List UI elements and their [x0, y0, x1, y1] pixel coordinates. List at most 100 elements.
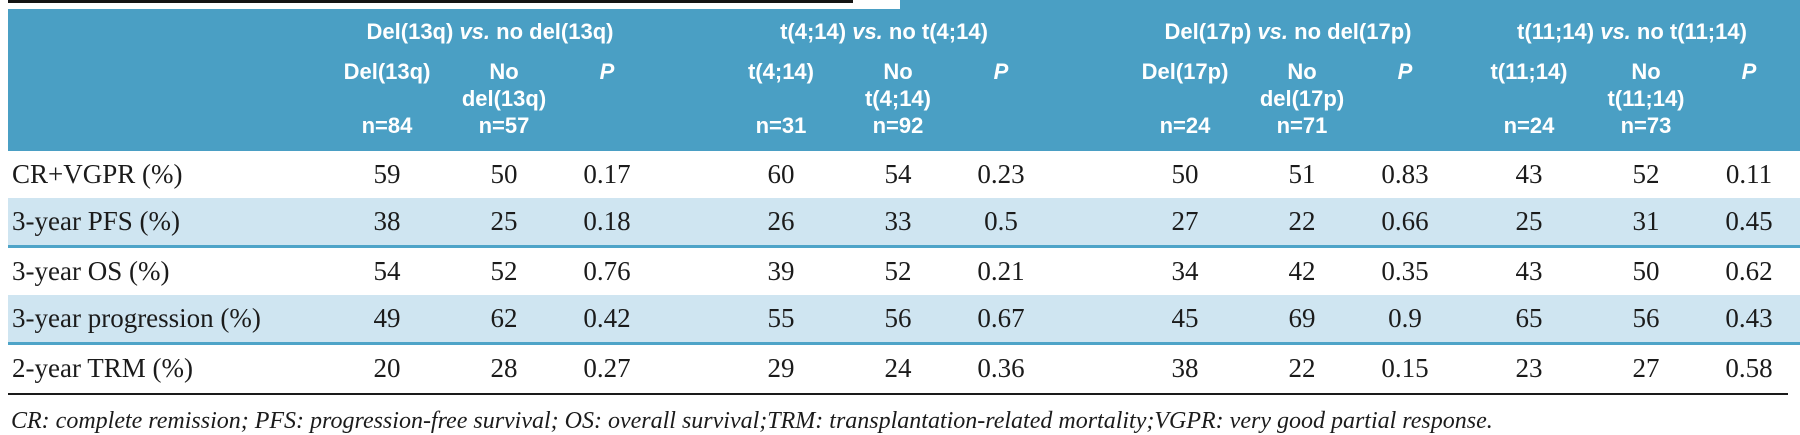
column-header-label: t(11;14): [1490, 59, 1568, 84]
column-header-label: Del(13q): [343, 59, 431, 84]
cell: 59: [373, 159, 401, 189]
column-header-no-t1114: No t(11;14) n=73: [1588, 58, 1704, 151]
cell: 27: [1171, 206, 1199, 236]
cell: 0.18: [583, 206, 631, 236]
column-header-t1114: t(11;14) n=24: [1470, 58, 1588, 151]
cell: 0.17: [583, 159, 631, 189]
bottom-rule: [8, 393, 1788, 395]
cell: 0.35: [1381, 256, 1429, 286]
table-row-2yr-trm: 2-year TRM (%) 20 28 0.27 29 24 0.36 38 …: [8, 345, 1800, 392]
cell: 60: [767, 159, 795, 189]
cell: 28: [490, 353, 518, 383]
cell: 69: [1288, 303, 1316, 333]
row-label: CR+VGPR (%): [12, 159, 183, 189]
cell: 38: [373, 206, 401, 236]
column-header-label: No: [1631, 59, 1661, 84]
header-top-fill: [900, 0, 1800, 10]
column-header-label: t(4;14): [747, 59, 814, 84]
column-header-p-t414: P: [956, 58, 1046, 151]
row-label: 3-year OS (%): [12, 256, 170, 286]
cell: 33: [884, 206, 912, 236]
cell: 0.21: [977, 256, 1025, 286]
cell: 0.76: [583, 256, 631, 286]
cell: 31: [1632, 206, 1660, 236]
column-header-label: No: [883, 59, 913, 84]
cell: 56: [884, 303, 912, 333]
column-header-label: [1126, 85, 1244, 112]
column-header-label: del(17p): [1259, 86, 1345, 111]
cell: 0.15: [1381, 353, 1429, 383]
cell: 20: [373, 353, 401, 383]
column-header-p-del17p: P: [1360, 58, 1450, 151]
group-title-vs: vs.: [459, 19, 491, 44]
cell: 34: [1171, 256, 1199, 286]
group-title-text: no del(17p): [1288, 19, 1412, 44]
column-header-p-t1114: P: [1704, 58, 1794, 151]
column-header-label: [1470, 85, 1588, 112]
column-n-count: n=24: [1503, 113, 1555, 138]
group-title-text: no t(11;14): [1630, 19, 1747, 44]
cell: 50: [1171, 159, 1199, 189]
cell: 0.42: [583, 303, 631, 333]
column-header-label: Del(17p): [1141, 59, 1229, 84]
cell: 45: [1171, 303, 1199, 333]
cell: 54: [884, 159, 912, 189]
cell: 25: [490, 206, 518, 236]
p-value-header: P: [1741, 59, 1757, 84]
cell: 65: [1515, 303, 1543, 333]
column-header-label: t(11;14): [1607, 86, 1685, 111]
column-header-label: del(13q): [461, 86, 547, 111]
column-group-title-del13q: Del(13q) vs. no del(13q): [328, 18, 652, 58]
cell: 0.66: [1381, 206, 1429, 236]
p-value-header: P: [599, 59, 615, 84]
cell: 0.27: [583, 353, 631, 383]
cell: 27: [1632, 353, 1660, 383]
row-label: 3-year progression (%): [12, 303, 261, 333]
group-title-text: no t(4;14): [882, 19, 988, 44]
column-n-count: n=71: [1276, 113, 1328, 138]
cell: 0.83: [1381, 159, 1429, 189]
column-n-count: n=24: [1159, 113, 1211, 138]
row-label: 2-year TRM (%): [12, 353, 193, 383]
cell: 50: [490, 159, 518, 189]
cell: 62: [490, 303, 518, 333]
cell: 25: [1515, 206, 1543, 236]
cell: 56: [1632, 303, 1660, 333]
p-value-header: P: [993, 59, 1009, 84]
column-group-title-t414: t(4;14) vs. no t(4;14): [722, 18, 1046, 58]
footnote: CR: complete remission; PFS: progression…: [11, 408, 1493, 434]
cell: 43: [1515, 159, 1543, 189]
column-n-count: n=92: [872, 113, 924, 138]
column-header-no-t414: No t(4;14) n=92: [840, 58, 956, 151]
column-header-no-del13q: No del(13q) n=57: [446, 58, 562, 151]
cell: 0.67: [977, 303, 1025, 333]
column-n-count: n=84: [361, 113, 413, 138]
cell: 0.43: [1725, 303, 1773, 333]
cell: 42: [1288, 256, 1316, 286]
cell: 50: [1632, 256, 1660, 286]
column-header-del17p: Del(17p) n=24: [1126, 58, 1244, 151]
column-n-count: n=57: [478, 113, 530, 138]
column-header-label: [328, 85, 446, 112]
group-title-text: no del(13q): [490, 19, 614, 44]
row-label: 3-year PFS (%): [12, 206, 180, 236]
cell: 52: [884, 256, 912, 286]
column-header-label: No: [1287, 59, 1317, 84]
cell: 24: [884, 353, 912, 383]
cell: 52: [490, 256, 518, 286]
cell: 54: [373, 256, 401, 286]
table-row-3yr-progression: 3-year progression (%) 49 62 0.42 55 56 …: [8, 295, 1800, 345]
cell: 55: [767, 303, 795, 333]
column-n-count: n=73: [1620, 113, 1672, 138]
outcomes-table: Del(13q) vs. no del(13q) t(4;14) vs. no …: [8, 9, 1800, 435]
cell: 51: [1288, 159, 1316, 189]
column-n-count: n=31: [755, 113, 807, 138]
column-header-label: [722, 85, 840, 112]
group-title-vs: vs.: [1600, 19, 1631, 44]
cell: 0.5: [984, 206, 1018, 236]
cell: 39: [767, 256, 795, 286]
cell: 0.58: [1725, 353, 1773, 383]
table-header: Del(13q) vs. no del(13q) t(4;14) vs. no …: [8, 9, 1800, 151]
column-header-no-del17p: No del(17p) n=71: [1244, 58, 1360, 151]
